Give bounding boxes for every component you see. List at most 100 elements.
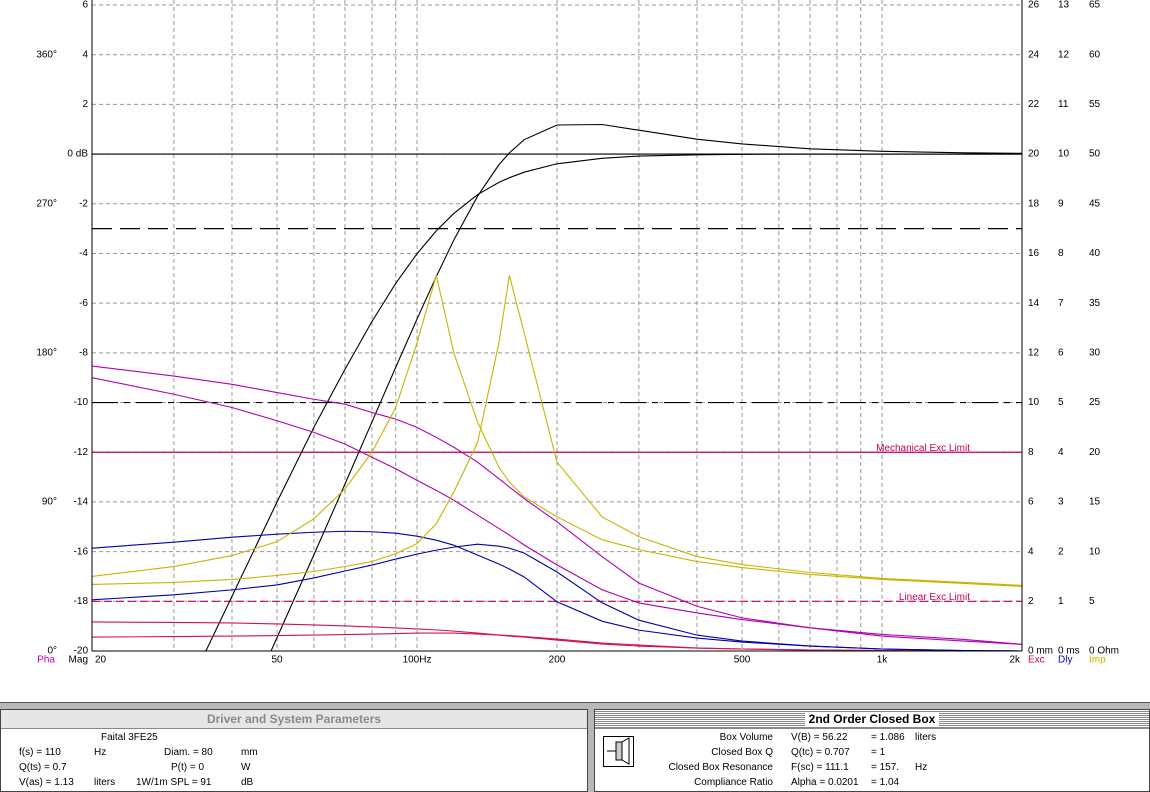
unit: Hz xyxy=(915,762,928,773)
axis-name: Dly xyxy=(1058,655,1072,666)
param-name: Compliance Ratio xyxy=(694,777,773,788)
param-name: Closed Box Q xyxy=(711,747,773,758)
y-tick-label: -16 xyxy=(74,546,89,557)
axis-tick-label: 2 xyxy=(1028,596,1034,607)
unit: liters xyxy=(94,777,116,788)
x-tick-label: 200 xyxy=(549,655,566,666)
axis-tick-label: 6 xyxy=(1028,497,1034,508)
axis-name: Pha xyxy=(37,655,55,666)
x-tick-label: 500 xyxy=(734,655,751,666)
y-tick-label: -2 xyxy=(79,198,88,209)
axis-tick-label: 14 xyxy=(1028,298,1040,309)
param: P(t) = 0 xyxy=(171,762,205,773)
axis-tick-label: 9 xyxy=(1058,198,1064,209)
speaker-icon xyxy=(603,736,634,767)
axis-tick-label: 10 xyxy=(1058,149,1070,160)
axis-tick-label: 20 xyxy=(1089,447,1101,458)
axis-tick-label: 20 xyxy=(1028,149,1040,160)
axis-tick-label: 0° xyxy=(47,646,57,657)
axis-name: Exc xyxy=(1028,655,1045,666)
axis-tick-label: 50 xyxy=(1089,149,1101,160)
axis-tick-label: 360° xyxy=(36,49,57,60)
y-tick-label: 6 xyxy=(82,0,88,11)
curve xyxy=(205,153,1022,651)
axis-tick-label: 0 Ohm xyxy=(1089,646,1119,657)
y-tick-label: -18 xyxy=(74,596,89,607)
y-tick-label: 0 dB xyxy=(67,149,88,160)
panel-title: 2nd Order Closed Box xyxy=(804,712,940,726)
driver-name: Faital 3FE25 xyxy=(101,732,158,743)
param-alt: = 157. xyxy=(871,762,900,773)
unit: liters xyxy=(915,732,937,743)
unit: W xyxy=(241,762,251,773)
y-tick-label: 2 xyxy=(82,99,88,110)
axis-tick-label: 4 xyxy=(1058,447,1064,458)
curve xyxy=(92,543,1022,651)
unit: dB xyxy=(241,777,254,788)
axis-tick-label: 16 xyxy=(1028,248,1040,259)
x-tick-label: 100Hz xyxy=(403,655,432,666)
y-tick-label: -20 xyxy=(74,646,89,657)
unit: mm xyxy=(241,747,258,758)
y-tick-label: -10 xyxy=(74,397,89,408)
y-tick-label: 4 xyxy=(82,49,88,60)
axis-tick-label: 30 xyxy=(1089,347,1101,358)
param: V(as) = 1.13 xyxy=(19,777,74,788)
axis-name: Imp xyxy=(1089,655,1106,666)
axis-tick-label: 7 xyxy=(1058,298,1064,309)
param: 1W/1m SPL = 91 xyxy=(136,777,212,788)
axis-tick-label: 26 xyxy=(1028,0,1040,11)
x-tick-label: 2k xyxy=(1009,655,1021,666)
axis-tick-label: 15 xyxy=(1089,497,1101,508)
x-tick-label: 1k xyxy=(877,655,889,666)
param-value: V(B) = 56.22 xyxy=(791,732,848,743)
y-tick-label: -8 xyxy=(79,347,88,358)
y-tick-label: -4 xyxy=(79,248,88,259)
axis-tick-label: 25 xyxy=(1089,397,1101,408)
axis-tick-label: 55 xyxy=(1089,99,1101,110)
axis-tick-label: 60 xyxy=(1089,49,1101,60)
axis-tick-label: 40 xyxy=(1089,248,1101,259)
axis-tick-label: 10 xyxy=(1028,397,1040,408)
axis-tick-label: 11 xyxy=(1058,99,1069,110)
axis-tick-label: 18 xyxy=(1028,198,1040,209)
curve xyxy=(92,632,1022,651)
axis-tick-label: 2 xyxy=(1058,546,1064,557)
axis-tick-label: 4 xyxy=(1028,546,1034,557)
curve xyxy=(270,123,1022,651)
axis-tick-label: 35 xyxy=(1089,298,1101,309)
curve xyxy=(92,365,1022,645)
unit: Hz xyxy=(94,747,107,758)
axis-tick-label: 22 xyxy=(1028,99,1040,110)
param: Q(ts) = 0.7 xyxy=(19,762,67,773)
panel-title-bar: 2nd Order Closed Box xyxy=(595,710,1149,729)
curve xyxy=(92,377,1022,645)
axis-tick-label: 65 xyxy=(1089,0,1101,11)
param-name: Closed Box Resonance xyxy=(668,762,773,773)
panel-title: Driver and System Parameters xyxy=(1,710,587,729)
param-value: Q(tc) = 0.707 xyxy=(791,747,850,758)
param-name: Box Volume xyxy=(719,732,773,743)
param: f(s) = 110 xyxy=(19,747,61,758)
y-tick-label: -6 xyxy=(79,298,88,309)
axis-tick-label: 10 xyxy=(1089,546,1101,557)
reference-label: Mechanical Exc Limit xyxy=(876,443,970,454)
reference-label: Linear Exc Limit xyxy=(899,592,970,603)
curve xyxy=(92,275,1022,586)
axis-tick-label: 13 xyxy=(1058,0,1070,11)
param: Diam. = 80 xyxy=(164,747,213,758)
curve xyxy=(92,530,1022,651)
y-tick-label: -12 xyxy=(74,447,89,458)
axis-tick-label: 8 xyxy=(1028,447,1034,458)
curves xyxy=(92,123,1022,651)
chart: -20-18-16-14-12-10-8-6-4-20 dB246Mag0°90… xyxy=(36,0,1120,666)
axis-tick-label: 180° xyxy=(36,347,57,358)
axis-tick-label: 6 xyxy=(1058,347,1064,358)
axis-name: Mag xyxy=(69,655,88,666)
axis-tick-label: 1 xyxy=(1058,596,1064,607)
curve xyxy=(92,275,1022,587)
axis-tick-label: 8 xyxy=(1058,248,1064,259)
driver-panel: Driver and System Parameters Faital 3FE2… xyxy=(0,709,588,792)
axis-tick-label: 5 xyxy=(1058,397,1064,408)
